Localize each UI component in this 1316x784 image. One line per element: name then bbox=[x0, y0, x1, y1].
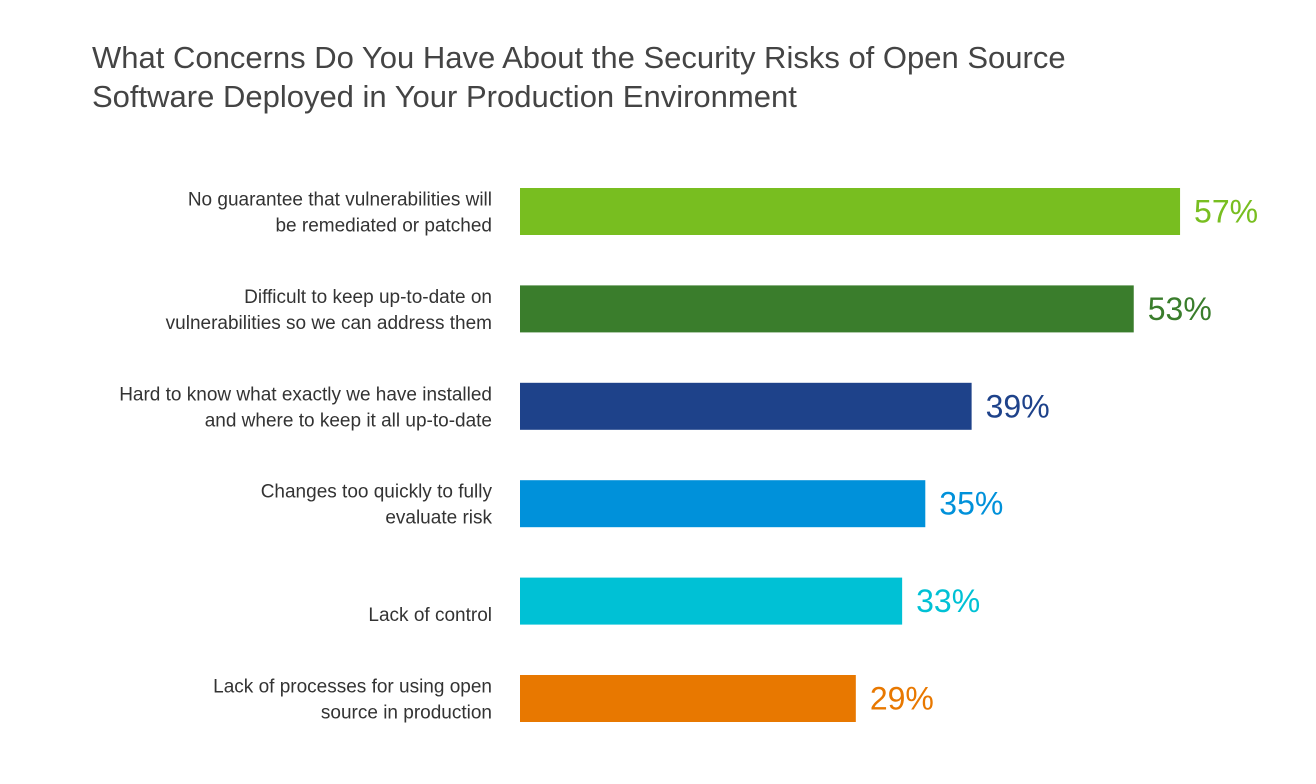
category-label-6-line-2: source in production bbox=[321, 703, 492, 724]
category-label-5-line-1: Lack of control bbox=[368, 605, 492, 626]
value-label-1: 57% bbox=[1194, 194, 1258, 230]
value-label-2: 53% bbox=[1148, 291, 1212, 327]
bar-3 bbox=[520, 382, 972, 430]
chart-title-line-1: What Concerns Do You Have About the Secu… bbox=[92, 40, 1066, 75]
bar-1 bbox=[520, 188, 1181, 235]
category-label-6-line-1: Lack of processes for using open bbox=[213, 677, 492, 698]
value-label-3: 39% bbox=[986, 388, 1050, 424]
category-label-2-line-1: Difficult to keep up-to-date on bbox=[244, 287, 492, 308]
category-label-3-line-1: Hard to know what exactly we have instal… bbox=[119, 384, 492, 405]
chart-title-line-2: Software Deployed in Your Production Env… bbox=[92, 79, 797, 114]
bar-2 bbox=[520, 285, 1134, 333]
value-label-6: 29% bbox=[870, 681, 934, 717]
category-label-1-line-2: be remediated or patched bbox=[275, 216, 492, 237]
bar-6 bbox=[520, 675, 856, 722]
chart-title: What Concerns Do You Have About the Secu… bbox=[92, 38, 1212, 116]
bar-5 bbox=[520, 577, 903, 625]
category-label-4-line-2: evaluate risk bbox=[385, 508, 492, 529]
value-label-4: 35% bbox=[939, 486, 1003, 522]
value-label-5: 33% bbox=[916, 583, 980, 619]
category-label-2-line-2: vulnerabilities so we can address them bbox=[166, 313, 492, 334]
bar-4 bbox=[520, 480, 926, 528]
category-label-3-line-2: and where to keep it all up-to-date bbox=[205, 410, 492, 431]
category-label-1-line-1: No guarantee that vulnerabilities will bbox=[188, 190, 492, 211]
category-label-4-line-1: Changes too quickly to fully bbox=[261, 482, 493, 503]
